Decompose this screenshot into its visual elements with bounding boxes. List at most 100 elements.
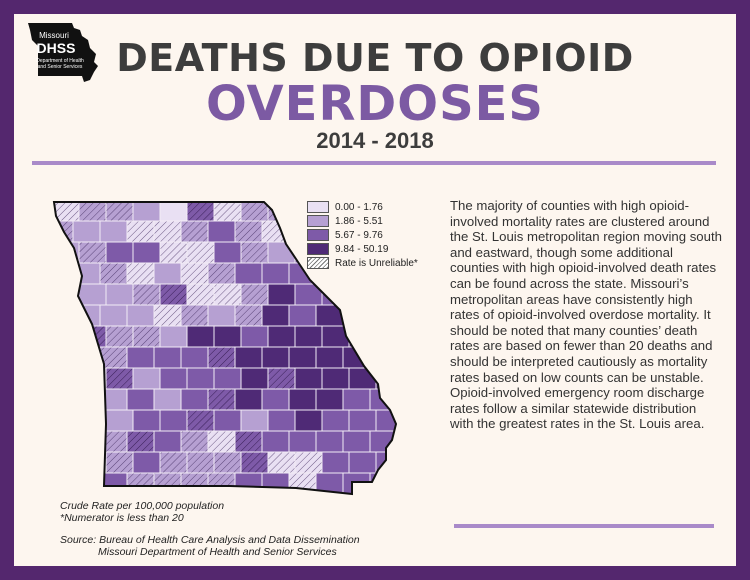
legend-label: 9.84 - 50.19: [335, 243, 389, 255]
county-shape: [105, 367, 134, 390]
county-shape: [105, 202, 134, 222]
logo-line1: Missouri: [39, 31, 69, 40]
county-shape: [159, 283, 188, 306]
county-shape: [78, 451, 107, 474]
county-shape: [342, 430, 371, 453]
county-shape: [348, 325, 377, 348]
county-shape: [234, 304, 263, 327]
county-shape: [261, 472, 290, 494]
county-shape: [234, 220, 263, 243]
county-shape: [240, 241, 269, 264]
county-shape: [342, 346, 371, 369]
county-shape: [294, 409, 323, 432]
county-shape: [153, 346, 182, 369]
county-shape: [105, 451, 134, 474]
county-shape: [267, 451, 296, 474]
legend-label: 1.86 - 5.51: [335, 215, 383, 227]
county-shape: [315, 388, 344, 411]
county-shape: [78, 202, 107, 222]
legend-label: 5.67 - 9.76: [335, 229, 383, 241]
county-shape: [267, 283, 296, 306]
divider-bottom: [454, 524, 714, 528]
county-shape: [207, 304, 236, 327]
county-shape: [186, 241, 215, 264]
county-shape: [78, 325, 107, 348]
dhss-logo: Missouri DHSS Department of Health and S…: [24, 20, 102, 84]
county-shape: [321, 409, 350, 432]
note-rate: Crude Rate per 100,000 population: [60, 500, 225, 512]
county-shape: [54, 283, 80, 306]
county-shape: [234, 262, 263, 285]
county-shape: [126, 220, 155, 243]
county-shape: [126, 346, 155, 369]
county-shape: [213, 241, 242, 264]
county-shape: [159, 241, 188, 264]
county-shape: [72, 304, 101, 327]
legend-label: 0.00 - 1.76: [335, 201, 383, 213]
county-shape: [180, 472, 209, 494]
county-shape: [159, 367, 188, 390]
county-shape: [105, 283, 134, 306]
county-shape: [207, 388, 236, 411]
county-shape: [180, 388, 209, 411]
legend-label: Rate is Unreliable*: [335, 257, 418, 269]
county-shape: [72, 388, 101, 411]
county-shape: [234, 472, 263, 494]
county-shape: [99, 262, 128, 285]
infographic-card: Missouri DHSS Department of Health and S…: [14, 14, 736, 566]
county-shape: [240, 367, 269, 390]
county-shape: [132, 283, 161, 306]
county-shape: [132, 409, 161, 432]
county-shape: [294, 325, 323, 348]
county-shape: [54, 304, 74, 327]
county-shape: [342, 304, 371, 327]
county-shape: [294, 367, 323, 390]
county-shape: [186, 283, 215, 306]
county-shape: [375, 283, 396, 306]
county-shape: [234, 388, 263, 411]
county-shape: [267, 409, 296, 432]
county-shape: [261, 346, 290, 369]
title-line1: DEATHS DUE TO OPIOID: [116, 36, 634, 80]
county-shape: [54, 451, 80, 474]
source-line2: Missouri Department of Health and Senior…: [98, 545, 337, 558]
county-shape: [132, 451, 161, 474]
legend-item: 1.86 - 5.51: [307, 214, 418, 228]
county-shape: [153, 388, 182, 411]
county-shape: [180, 346, 209, 369]
county-shape: [186, 409, 215, 432]
county-shape: [348, 283, 377, 306]
legend-swatch-hatched: [307, 257, 329, 269]
county-shape: [213, 202, 242, 222]
county-shape: [159, 202, 188, 222]
county-shape: [267, 367, 296, 390]
county-shape: [186, 367, 215, 390]
county-shape: [153, 472, 182, 494]
county-shape: [126, 388, 155, 411]
legend-swatch: [307, 201, 329, 213]
county-shape: [180, 430, 209, 453]
county-shape: [213, 283, 242, 306]
county-shape: [207, 262, 236, 285]
legend-swatch: [307, 243, 329, 255]
county-shape: [105, 409, 134, 432]
county-shape: [126, 304, 155, 327]
county-shape: [54, 388, 74, 411]
county-shape: [288, 304, 317, 327]
county-shape: [261, 262, 290, 285]
county-shape: [54, 409, 80, 432]
county-shape: [234, 346, 263, 369]
county-shape: [234, 430, 263, 453]
year-range: 2014 - 2018: [316, 128, 434, 153]
county-shape: [342, 388, 371, 411]
logo-line4: and Senior Services: [38, 64, 83, 70]
divider-top: [32, 161, 716, 165]
county-shape: [72, 472, 101, 494]
county-shape: [153, 220, 182, 243]
county-shape: [78, 283, 107, 306]
county-shape: [72, 220, 101, 243]
county-shape: [132, 241, 161, 264]
county-shape: [288, 388, 317, 411]
county-shape: [348, 451, 377, 474]
county-shape: [240, 325, 269, 348]
